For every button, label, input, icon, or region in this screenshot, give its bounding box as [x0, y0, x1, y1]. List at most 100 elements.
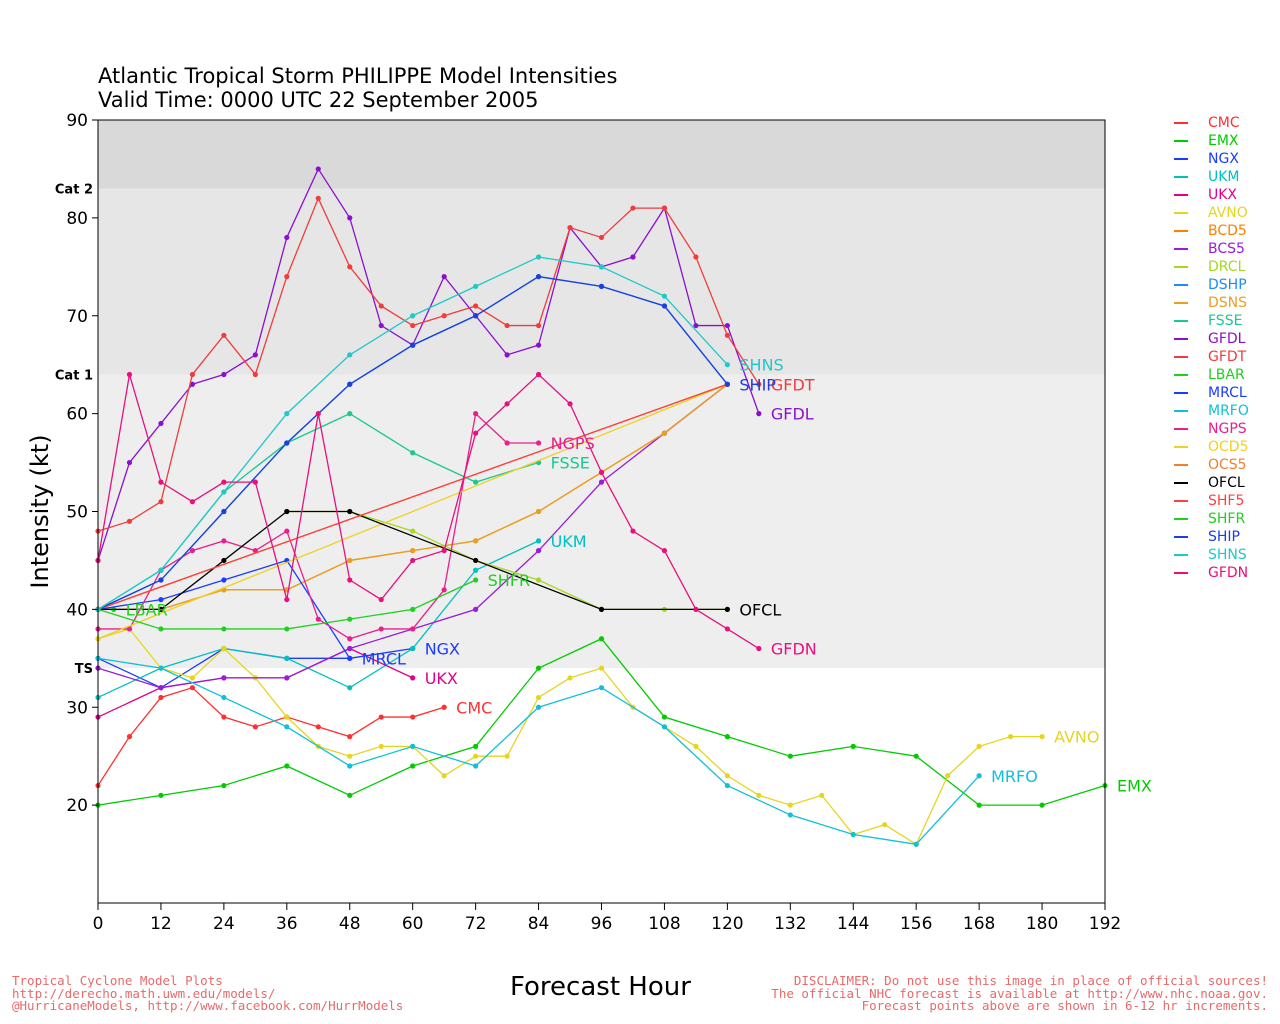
legend-label: DRCL: [1208, 259, 1246, 275]
footer-credit-line: @HurricaneModels, http://www.facebook.co…: [12, 998, 404, 1013]
data-point: [661, 205, 668, 211]
data-point: [221, 557, 227, 564]
data-point: [535, 508, 542, 515]
data-point: [315, 724, 321, 730]
data-point: [126, 518, 133, 524]
data-point: [473, 479, 479, 485]
data-point: [1039, 802, 1045, 808]
data-point: [284, 440, 290, 446]
category-label: TS: [75, 662, 93, 677]
data-point: [347, 352, 353, 358]
chart-title: Atlantic Tropical Storm PHILIPPE Model I…: [98, 64, 617, 112]
data-point: [189, 499, 196, 505]
data-point: [284, 596, 290, 603]
legend-item: DSNS: [1168, 294, 1276, 312]
data-point: [315, 195, 321, 201]
y-tick-label: 40: [66, 600, 88, 620]
y-tick-label: 80: [66, 209, 88, 229]
data-point: [158, 567, 164, 573]
legend-label: NGX: [1208, 151, 1239, 167]
legend-swatch: [1174, 410, 1188, 412]
data-point: [347, 577, 353, 583]
y-axis-label: Intensity (kt): [26, 434, 54, 588]
data-point: [787, 812, 793, 818]
data-point: [473, 430, 479, 436]
data-point: [410, 763, 416, 769]
legend-swatch: [1174, 248, 1188, 250]
legend-item: MRCL: [1168, 384, 1276, 402]
data-point: [158, 606, 164, 612]
legend-item: MRFO: [1168, 402, 1276, 420]
data-point: [252, 371, 258, 378]
data-point: [410, 322, 416, 329]
x-tick-label: 24: [213, 914, 235, 934]
data-point: [535, 665, 542, 671]
data-point: [347, 381, 353, 387]
legend-swatch: [1174, 536, 1188, 538]
data-point: [158, 577, 164, 583]
data-point: [126, 459, 133, 466]
data-point: [724, 381, 730, 387]
legend-label: OFCL: [1208, 475, 1245, 491]
data-point: [158, 479, 164, 485]
data-point: [756, 411, 762, 417]
data-point: [945, 773, 951, 779]
data-point: [535, 440, 542, 446]
legend-item: OCS5: [1168, 456, 1276, 474]
series-end-label: GFDL: [771, 405, 814, 424]
legend-item: OFCL: [1168, 474, 1276, 492]
footer-credit-line: http://derecho.math.uwm.edu/models/: [12, 985, 276, 1001]
data-point: [284, 724, 290, 730]
data-point: [410, 548, 416, 554]
data-point: [158, 596, 164, 603]
data-point: [567, 225, 573, 231]
legend-item: DSHP: [1168, 276, 1276, 294]
legend-swatch: [1174, 428, 1188, 430]
legend-label: NGPS: [1208, 421, 1247, 437]
data-point: [158, 499, 164, 505]
data-point: [378, 322, 384, 329]
data-point: [724, 332, 730, 338]
data-point: [976, 802, 982, 808]
x-tick-label: 108: [648, 914, 680, 934]
series-end-label: UKM: [551, 532, 587, 551]
legend-item: SHIP: [1168, 528, 1276, 546]
data-point: [473, 411, 479, 417]
data-point: [221, 538, 227, 544]
legend-label: SHNS: [1208, 547, 1247, 563]
data-point: [410, 528, 416, 534]
category-band: [98, 120, 1105, 189]
legend-label: GFDN: [1208, 565, 1249, 581]
x-tick-label: 132: [774, 914, 806, 934]
series-line: [98, 510, 728, 611]
data-point: [693, 743, 699, 750]
data-point: [473, 567, 479, 573]
legend-item: UKM: [1168, 168, 1276, 186]
x-tick-label: 36: [276, 914, 298, 934]
data-point: [913, 753, 919, 759]
data-point: [347, 763, 353, 769]
legend-item: FSSE: [1168, 312, 1276, 330]
legend-label: BCD5: [1208, 223, 1247, 239]
legend-label: DSNS: [1208, 295, 1248, 311]
data-point: [221, 332, 227, 338]
data-point: [724, 782, 730, 789]
legend-item: GFDN: [1168, 564, 1276, 582]
data-point: [284, 234, 290, 241]
data-point: [158, 694, 164, 701]
legend-swatch: [1174, 482, 1188, 484]
data-point: [347, 655, 353, 661]
legend: CMC EMX NGX UKM UKX AVNO BCD5 BCS5 DRCL DSHP DSNS F…: [1168, 114, 1276, 582]
footer-disclaimer: DISCLAIMER: Do not use this image in pla…: [771, 974, 1268, 1013]
data-point: [221, 479, 227, 485]
data-point: [473, 753, 479, 759]
legend-label: CMC: [1208, 115, 1240, 131]
legend-swatch: [1174, 356, 1188, 358]
data-point: [158, 420, 164, 427]
category-band: [98, 188, 1105, 375]
data-point: [504, 352, 510, 358]
data-point: [441, 704, 447, 710]
data-point: [378, 596, 384, 603]
legend-swatch: [1174, 500, 1188, 502]
data-point: [252, 724, 258, 730]
